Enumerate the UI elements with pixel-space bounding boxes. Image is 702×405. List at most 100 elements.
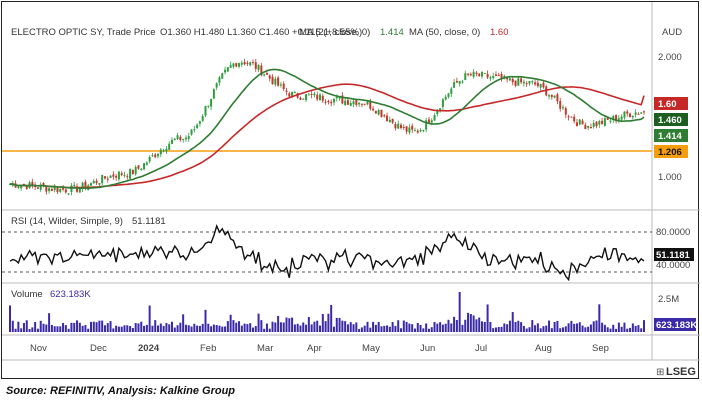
candle-body [293,91,296,93]
volume-bar [481,321,484,332]
volume-bar [402,320,405,332]
candle-body [316,94,319,100]
candle-body [603,118,606,126]
volume-bar [453,316,456,332]
candle-body [279,84,282,86]
volume-bar [377,322,380,332]
volume-bar [129,326,132,332]
candle-body [360,103,363,105]
candle-body [182,138,185,140]
volume-bar [235,322,238,332]
candle-body [601,120,604,125]
volume-bar [349,322,352,332]
volume-bar [198,325,201,332]
candle-body [198,121,201,124]
volume-label: Volume [11,289,43,300]
candle-body [335,96,338,99]
volume-bar [305,324,308,332]
candle-body [109,175,112,179]
candle-body [455,81,458,83]
candle-body [386,115,389,122]
candle-body [81,182,84,189]
volume-bar [190,326,193,332]
candle-body [352,101,355,105]
candle-body [232,63,235,67]
candle-body [310,94,313,96]
candle-body [36,187,39,189]
volume-bar [489,322,492,332]
candle-body [606,117,609,120]
volume-bar [84,325,87,332]
volume-bar [511,312,514,332]
instrument-label: ELECTRO OPTIC SY, Trade Price [11,27,155,38]
volume-bar [254,326,257,332]
rsi-value-tag [654,248,694,261]
candle-body [626,111,629,114]
volume-bar [165,322,168,332]
candle-body [22,183,25,185]
candle-body [190,129,193,135]
candle-body [416,130,419,133]
volume-bar [433,321,436,332]
volume-bar [400,328,403,332]
candle-body [268,75,271,79]
candle-body [221,73,224,79]
support-price-tag-text: 1.206 [658,147,682,158]
volume-bar [95,322,98,332]
candle-body [45,186,48,192]
support-price-tag [654,145,688,158]
volume-bar [109,321,112,332]
candle-body [422,130,425,132]
volume-bar [193,323,196,332]
candle-body [503,75,506,78]
candle-body [25,185,28,189]
x-tick-label: Jul [475,343,487,354]
volume-bar [157,325,160,332]
candle-body [469,74,472,76]
volume-bar [162,325,165,332]
candle-body [226,67,229,72]
volume-bar [520,322,523,332]
volume-bar [70,322,73,332]
volume-bar [383,325,386,332]
candle-body [570,116,573,118]
volume-bar [441,324,444,332]
volume-bar [344,321,347,332]
candle-body [534,82,537,85]
volume-bar [204,309,207,332]
candle-body [53,187,56,191]
volume-bar [14,328,17,332]
volume-value-tag [654,318,696,331]
rsi-upper-tick: 80.0000 [656,227,690,238]
candle-body [56,187,59,193]
volume-bar [310,324,313,332]
x-tick-label: Feb [200,343,216,354]
candle-body [581,120,584,125]
candle-body [405,126,408,132]
candle-body [302,98,305,100]
volume-bar [98,320,101,332]
candle-body [143,163,146,170]
candle-body [562,107,565,109]
volume-bar [467,312,470,332]
candle-body [260,65,263,76]
candle-body [419,130,422,132]
candle-body [126,176,129,178]
candle-body [425,120,428,130]
volume-bar [265,323,268,332]
volume-bar [578,322,581,332]
candle-body [131,169,134,174]
candle-body [101,174,104,184]
volume-bar [89,321,92,332]
candle-body [215,83,218,88]
volume-bar [573,323,576,332]
volume-bar [168,324,171,332]
candle-body [453,82,456,88]
candle-body [380,109,383,117]
y-tick-label: 1.000 [658,172,682,183]
source-caption: Source: REFINITIV, Analysis: Kalkine Gro… [6,385,236,397]
candle-body [67,193,70,195]
candle-body [207,105,210,107]
candle-body [212,89,215,99]
candle-body [617,118,620,120]
